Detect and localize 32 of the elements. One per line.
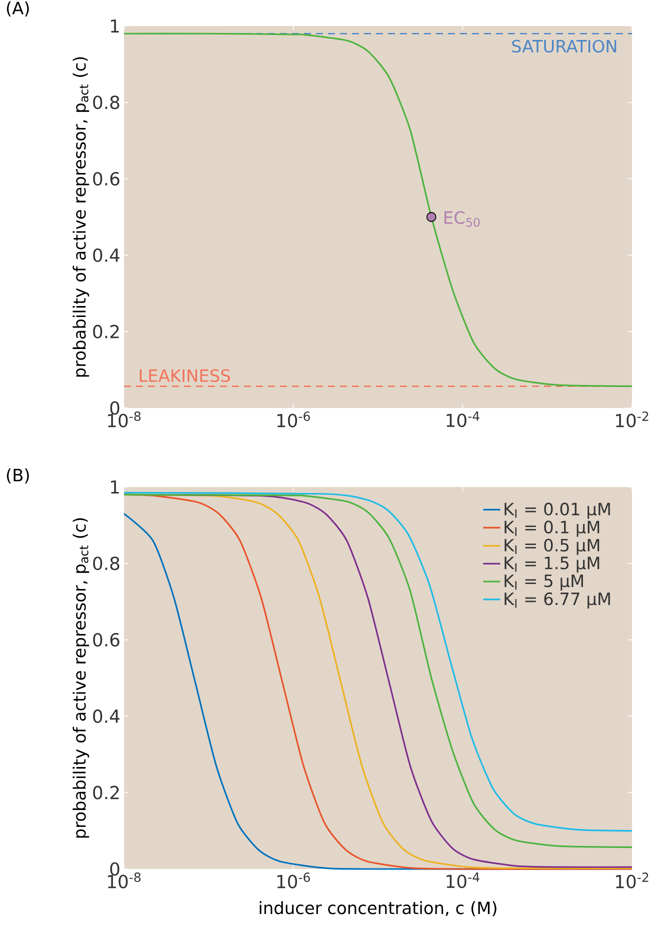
y-tick-label: 0.2 <box>93 324 119 338</box>
x-tick-label: 10$^{-4}$ <box>446 872 480 888</box>
legend-label: K$_{I}$ = 1.5 μM <box>504 556 600 573</box>
legend-label: K$_{I}$ = 0.5 μM <box>504 538 600 555</box>
ref-line-label: SATURATION <box>512 40 616 53</box>
legend-label: K$_{I}$ = 0.1 μM <box>504 520 600 537</box>
chart-title: (B) <box>6 468 29 484</box>
y-tick-label: 0.8 <box>93 96 120 110</box>
chart-title: (A) <box>6 1 29 16</box>
legend-label: K$_{I}$ = 5 μM <box>504 574 583 590</box>
y-axis-title: probability of active repressor, p$_{act}$ (c) <box>72 57 90 377</box>
legend-label: K$_{I}$ = 6.77 μM <box>504 592 610 609</box>
y-tick-label: 0 <box>110 401 120 415</box>
y-tick-label: 0 <box>110 862 120 876</box>
y-tick-label: 0.6 <box>93 172 120 186</box>
y-tick-label: 0.4 <box>93 248 120 262</box>
x-tick-label: 10$^{-2}$ <box>616 412 648 428</box>
x-tick-label: 10$^{-6}$ <box>277 412 310 428</box>
ref-line-label: LEAKINESS <box>140 369 230 382</box>
y-tick-label: 1 <box>111 19 119 33</box>
y-tick-label: 0.4 <box>93 709 120 723</box>
y-tick-label: 0.6 <box>93 633 120 647</box>
legend-label: K$_{I}$ = 0.01 μM <box>504 502 610 519</box>
y-axis-title: probability of active repressor, p$_{act}$ (c) <box>72 518 90 838</box>
y-tick-label: 0.2 <box>93 786 119 800</box>
x-tick-label: 10$^{-4}$ <box>446 412 480 428</box>
x-axis-title: inducer concentration, c (M) <box>260 901 496 916</box>
x-tick-label: 10$^{-6}$ <box>277 872 310 888</box>
annotation: EC$_{50}$ <box>444 211 480 227</box>
y-tick-label: 1 <box>111 480 119 494</box>
x-tick-label: 10$^{-2}$ <box>616 872 648 888</box>
y-tick-label: 0.8 <box>93 556 120 570</box>
